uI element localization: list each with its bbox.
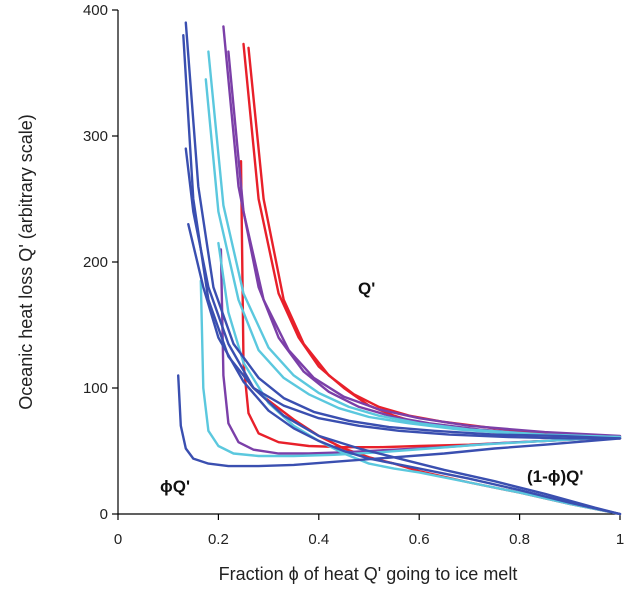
y-tick-label: 400	[83, 2, 108, 19]
y-axis-label: Oceanic heat loss Q' (arbitrary scale)	[16, 114, 36, 410]
x-tick-label: 0.4	[308, 531, 329, 548]
series-line-purple-6	[227, 50, 622, 438]
series-layer	[177, 21, 622, 516]
y-tick-label: 0	[100, 506, 108, 523]
series-line-blue-14	[177, 374, 622, 468]
series-line-cyan-9	[204, 78, 622, 439]
x-tick-label: 0.2	[208, 531, 229, 548]
series-line-blue-12	[184, 21, 622, 440]
series-line-red-2	[247, 46, 622, 439]
x-tick-label: 0	[114, 531, 122, 548]
series-line-cyan-11	[217, 241, 622, 516]
x-tick-label: 1	[616, 531, 624, 548]
y-tick-label: 200	[83, 254, 108, 271]
annotation-q-prime: Q'	[358, 279, 375, 298]
series-line-blue-15	[184, 147, 622, 516]
series-line-blue-16	[187, 223, 622, 516]
x-tick-label: 0.8	[509, 531, 530, 548]
annotation-one-minus-phi-q-prime: (1-ϕ)Q'	[527, 467, 583, 486]
y-tick-label: 100	[83, 380, 108, 397]
y-tick-label: 300	[83, 128, 108, 145]
series-line-cyan-10	[199, 279, 622, 458]
x-axis-label: Fraction ϕ of heat Q' going to ice melt	[219, 564, 518, 584]
axes: 0 0.2 0.4 0.6 0.8 1 0 100 200 300 400	[83, 2, 624, 548]
series-line-cyan-8	[207, 50, 622, 439]
x-tick-label: 0.6	[409, 531, 430, 548]
series-line-blue-13	[182, 34, 622, 440]
annotation-phi-q-prime: ϕQ'	[160, 477, 190, 496]
